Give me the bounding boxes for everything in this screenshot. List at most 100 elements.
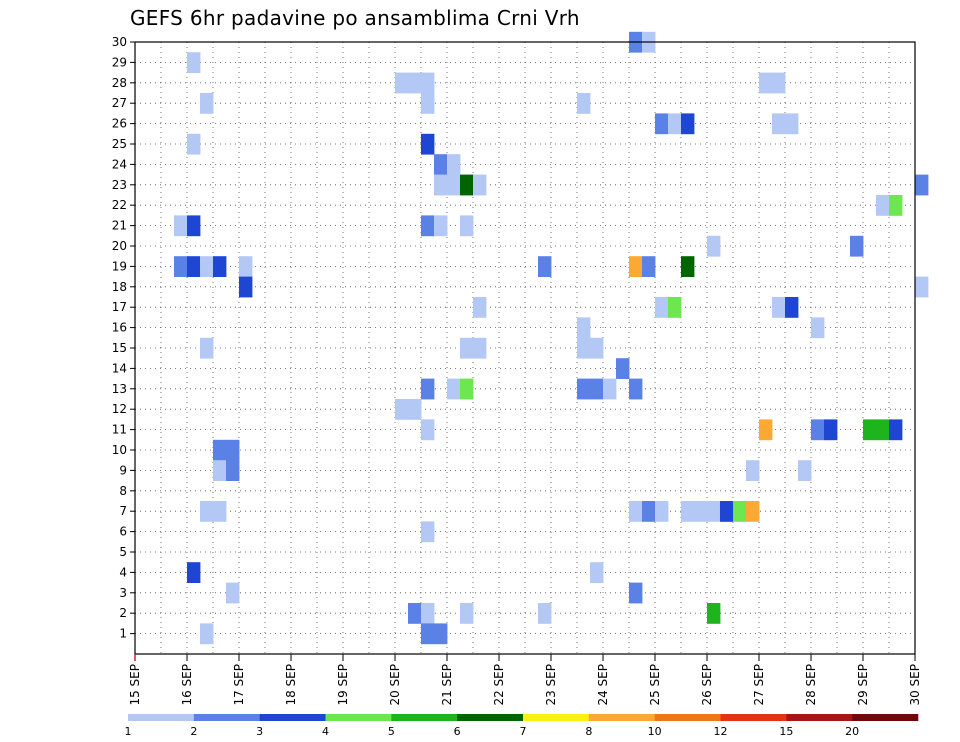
x-tick-label: 25 SEP: [648, 664, 662, 706]
x-tick-label: 30 SEP: [908, 664, 922, 706]
y-tick-label: 24: [112, 157, 127, 171]
heatmap-cell: [200, 501, 214, 522]
heatmap-cell: [889, 419, 903, 441]
heatmap-cell: [772, 72, 786, 94]
heatmap-cell: [447, 174, 461, 196]
heatmap-cell: [590, 378, 604, 400]
colorbar-label: 6: [454, 725, 461, 738]
heatmap-cell: [421, 72, 435, 94]
heatmap-cell: [213, 501, 227, 522]
heatmap-cell: [746, 501, 760, 522]
heatmap-cell: [681, 256, 695, 277]
heatmap-cell: [226, 460, 240, 481]
y-tick-label: 20: [112, 239, 127, 253]
heatmap-cell: [200, 337, 214, 359]
heatmap-cell: [200, 93, 214, 114]
colorbar-label: 5: [388, 725, 395, 738]
heatmap-cell: [408, 399, 422, 420]
heatmap-cell: [733, 501, 747, 522]
heatmap-cell: [421, 93, 435, 114]
heatmap-cell: [707, 235, 721, 257]
heatmap-cell: [395, 399, 409, 420]
heatmap-cell: [668, 297, 682, 318]
heatmap-cell: [655, 297, 669, 318]
heatmap-cell: [629, 256, 643, 277]
heatmap-cell: [629, 501, 643, 522]
y-tick-label: 22: [112, 198, 127, 212]
heatmap-cell: [226, 582, 240, 604]
heatmap-cell: [174, 215, 188, 237]
heatmap-cell: [915, 174, 929, 196]
y-tick-label: 12: [112, 402, 127, 416]
heatmap-cell: [590, 562, 604, 583]
y-tick-label: 14: [112, 361, 127, 375]
heatmap-cell: [681, 501, 695, 522]
colorbar-segment: [523, 714, 590, 721]
heatmap-cell: [460, 378, 474, 400]
heatmap-cell: [460, 174, 474, 196]
heatmap-cell: [473, 337, 487, 359]
heatmap-cell: [187, 133, 201, 155]
heatmap-cell: [655, 501, 669, 522]
x-tick-label: 24 SEP: [596, 664, 610, 706]
x-tick-label: 21 SEP: [440, 664, 454, 706]
heatmap-cell: [577, 317, 591, 339]
y-tick-label: 10: [112, 443, 127, 457]
heatmap-cell: [421, 603, 435, 624]
heatmap-cell: [421, 133, 435, 155]
y-tick-label: 17: [112, 300, 127, 314]
colorbar-label: 12: [714, 725, 728, 738]
heatmap-cell: [434, 174, 448, 196]
y-tick-label: 26: [112, 117, 127, 131]
y-tick-label: 6: [119, 525, 127, 539]
x-tick-label: 28 SEP: [804, 664, 818, 706]
heatmap-cell: [785, 113, 799, 135]
x-tick-label: 22 SEP: [492, 664, 506, 706]
colorbar-segment: [325, 714, 392, 721]
x-tick-label: 26 SEP: [700, 664, 714, 706]
colorbar-segment: [852, 714, 919, 721]
y-tick-label: 19: [112, 259, 127, 273]
heatmap-cell: [174, 256, 188, 277]
colorbar-label: 20: [845, 725, 859, 738]
y-tick-label: 11: [112, 423, 127, 437]
colorbar-label: 2: [190, 725, 197, 738]
y-tick-label: 15: [112, 341, 127, 355]
y-tick-label: 18: [112, 280, 127, 294]
x-tick-label: 20 SEP: [388, 664, 402, 706]
heatmap-cell: [850, 235, 864, 257]
heatmap-cell: [915, 276, 929, 298]
heatmap-cell: [538, 603, 552, 624]
heatmap-cell: [200, 623, 214, 645]
y-tick-label: 1: [119, 627, 127, 641]
colorbar-label: 1: [125, 725, 132, 738]
y-tick-label: 23: [112, 178, 127, 192]
heatmap-cell: [421, 623, 435, 645]
heatmap-cell: [694, 501, 708, 522]
heatmap-cell: [213, 439, 227, 461]
heatmap-cell: [642, 256, 656, 277]
heatmap-cell: [590, 337, 604, 359]
heatmap-cell: [889, 195, 903, 216]
heatmap-cell: [629, 378, 643, 400]
heatmap-cell: [200, 256, 214, 277]
heatmap-cell: [876, 419, 890, 441]
heatmap-cell: [759, 72, 773, 94]
heatmap-cell: [772, 297, 786, 318]
colorbar-segment: [193, 714, 260, 721]
y-tick-label: 21: [112, 219, 127, 233]
heatmap-cell: [642, 501, 656, 522]
heatmap-cell: [473, 174, 487, 196]
x-tick-label: 18 SEP: [284, 664, 298, 706]
heatmap-cell: [811, 317, 825, 339]
heatmap-cell: [577, 378, 591, 400]
heatmap-cell: [603, 378, 617, 400]
x-tick-label: 16 SEP: [180, 664, 194, 706]
heatmap-cell: [655, 113, 669, 135]
heatmap-cell: [460, 215, 474, 237]
y-tick-label: 7: [119, 504, 127, 518]
colorbar-label: 3: [256, 725, 263, 738]
heatmap-cell: [187, 562, 201, 583]
heatmap-cell: [538, 256, 552, 277]
heatmap-cell: [616, 358, 630, 379]
